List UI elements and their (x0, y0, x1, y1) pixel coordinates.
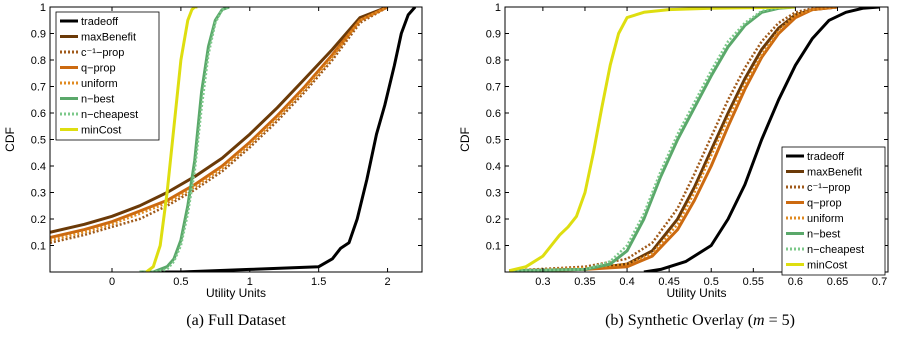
legend-label-n-best: n−best (807, 229, 840, 241)
legend-label-n-cheapest: n−cheapest (81, 109, 138, 121)
y-tick-label: 0.9 (31, 29, 46, 41)
caption-b-text: (b) Synthetic Overlay ( (605, 312, 753, 329)
x-tick-label: 0 (109, 276, 115, 288)
panel-a: 0 0.5 1 1.5 20.10.20.30.40.50.60.70.80.91Uti… (3, 2, 423, 300)
caption-b-tail: = 5) (765, 312, 795, 329)
series-group (508, 7, 880, 272)
series-line-uniform (50, 7, 389, 242)
y-tick-label: 1 (495, 2, 501, 14)
legend-label-n-best: n−best (81, 94, 114, 106)
x-tick-label: 0.45 (658, 276, 679, 288)
legend-label-uniform: uniform (81, 78, 118, 90)
legend-label-q-prop: q−prop (807, 198, 842, 210)
x-tick-label: 0.65 (827, 276, 848, 288)
legend-label-maxBenefit: maxBenefit (807, 167, 862, 179)
x-tick-label: 0.55 (743, 276, 764, 288)
x-tick-label: 0.5 (173, 276, 188, 288)
series-line-n-best (509, 7, 796, 272)
caption-b-var: m (753, 312, 765, 329)
x-axis-label: Utility Units (206, 286, 266, 300)
series-group (50, 7, 417, 272)
y-tick-label: 0.6 (486, 108, 501, 120)
legend-label-tradeoff: tradeoff (807, 151, 845, 163)
legend-label-minCost: minCost (807, 260, 847, 272)
legend-box (781, 146, 886, 276)
y-tick-label: 0.2 (31, 214, 46, 226)
y-tick-label: 0.3 (486, 188, 501, 200)
series-line-c-prop (509, 7, 838, 272)
y-tick-label: 0.9 (486, 29, 501, 41)
series-line-n-cheapest (139, 7, 230, 272)
caption-a: (a) Full Dataset (186, 312, 286, 329)
y-tick-label: 0.1 (486, 241, 501, 253)
legend-label-minCost: minCost (81, 125, 121, 137)
x-tick-label: 1.5 (311, 276, 326, 288)
x-tick-label: 0.4 (619, 276, 634, 288)
x-tick-label: 0.3 (535, 276, 550, 288)
y-tick-label: 0.7 (31, 82, 46, 94)
series-line-minCost (508, 7, 796, 272)
series-line-maxBenefit (509, 7, 838, 272)
series-line-minCost (145, 7, 198, 272)
panel-b: 0.3 0.35 0.4 0.45 0.5 0.55 0.6 0.65 0.7 0.1 0.2 0.3… (458, 2, 889, 300)
y-tick-label: 0.5 (31, 135, 46, 147)
x-axis-label: Utility Units (666, 286, 726, 300)
caption-b: (b) Synthetic Overlay (m = 5) (605, 312, 795, 329)
y-tick-label: 0.4 (486, 161, 501, 173)
series-line-q-prop (509, 7, 838, 272)
series-line-tradeoff (643, 7, 880, 272)
legend-label-c-prop: c⁻¹−prop (807, 182, 850, 194)
series-line-q-prop (50, 7, 389, 240)
x-tick-label: 0.6 (788, 276, 803, 288)
y-tick-label: 0.4 (31, 161, 46, 173)
legend-box (55, 11, 160, 141)
x-tick-label: 0.5 (704, 276, 719, 288)
x-tick-label: 0.35 (574, 276, 595, 288)
y-tick-label: 0.8 (486, 55, 501, 67)
legend-label-c-prop: c⁻¹−prop (81, 47, 124, 59)
series-line-c-prop (50, 7, 389, 245)
series-line-n-cheapest (509, 7, 796, 272)
series-line-tradeoff (139, 7, 417, 272)
series-line-maxBenefit (50, 7, 389, 234)
legend: tradeoff maxBenefit c⁻¹−prop q−prop uniform n… (55, 11, 160, 141)
series-line-uniform (509, 7, 838, 272)
y-tick-label: 0.1 (31, 241, 46, 253)
legend: tradeoff maxBenefit c⁻¹−prop q−prop uniform n… (781, 146, 886, 276)
y-tick-label: 1 (40, 2, 46, 14)
y-axis-label: CDF (3, 127, 17, 152)
legend-label-q-prop: q−prop (81, 63, 116, 75)
y-axis-label: CDF (458, 127, 472, 152)
y-tick-label: 0.2 (486, 214, 501, 226)
legend-label-maxBenefit: maxBenefit (81, 32, 136, 44)
y-tick-label: 0.7 (486, 82, 501, 94)
legend-label-n-cheapest: n−cheapest (807, 244, 864, 256)
x-tick-label: 2 (384, 276, 390, 288)
y-tick-label: 0.5 (486, 135, 501, 147)
y-tick-label: 0.3 (31, 188, 46, 200)
x-tick-label: 0.7 (872, 276, 887, 288)
legend-label-uniform: uniform (807, 213, 844, 225)
y-tick-label: 0.8 (31, 55, 46, 67)
y-tick-label: 0.6 (31, 108, 46, 120)
legend-label-tradeoff: tradeoff (81, 16, 119, 28)
x-tick-label: 1 (247, 276, 253, 288)
